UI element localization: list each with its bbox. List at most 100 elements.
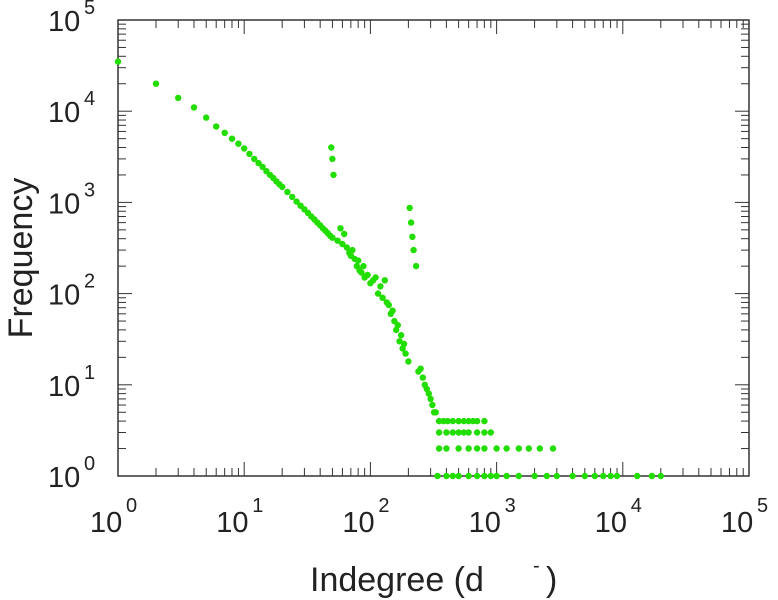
data-point: [435, 429, 443, 436]
data-point: [203, 114, 210, 121]
data-point: [246, 150, 253, 158]
data-point: [434, 472, 441, 480]
x-axis-label-sup: -: [533, 555, 540, 577]
data-point: [481, 429, 488, 436]
data-point: [360, 262, 367, 270]
data-point: [330, 171, 337, 179]
y-tick-exponent: 1: [84, 362, 95, 384]
data-point: [293, 198, 300, 205]
y-tick-exponent: 5: [84, 0, 95, 19]
data-point: [385, 301, 392, 309]
y-tick-label: 10: [48, 371, 80, 403]
x-axis-label-main: Indegree (d: [310, 561, 484, 599]
data-point: [435, 417, 443, 425]
data-point: [228, 135, 236, 142]
data-point: [417, 365, 424, 372]
y-tick-label: 10: [48, 188, 80, 220]
data-point: [481, 417, 488, 425]
data-point: [465, 429, 472, 436]
data-point: [487, 472, 494, 480]
data-point: [473, 472, 481, 480]
data-point: [241, 145, 248, 152]
data-point: [259, 163, 266, 171]
data-point: [465, 417, 472, 425]
data-point: [600, 472, 607, 480]
data-point: [525, 445, 532, 452]
x-tick-exponent: 5: [757, 495, 768, 517]
data-point: [455, 417, 462, 425]
data-point: [374, 290, 382, 297]
data-point: [429, 401, 436, 409]
y-tick-label: 10: [48, 280, 80, 312]
data-point: [503, 472, 510, 480]
data-point: [473, 445, 481, 452]
y-tick-exponent: 4: [84, 88, 95, 110]
data-point: [460, 429, 467, 436]
data-point: [425, 390, 432, 397]
y-tick-exponent: 2: [84, 271, 95, 293]
data-point: [543, 472, 550, 480]
data-point: [406, 204, 413, 212]
x-tick-label: 10: [90, 507, 122, 539]
data-point: [419, 374, 426, 381]
y-tick-exponent: 3: [84, 179, 95, 201]
y-tick-label: 10: [48, 6, 80, 38]
data-point: [412, 262, 420, 270]
data-point: [443, 429, 450, 436]
data-point: [279, 183, 286, 191]
data-point: [443, 472, 450, 480]
x-tick-exponent: 1: [252, 495, 263, 517]
x-tick-label: 10: [342, 507, 374, 539]
data-point: [449, 417, 456, 425]
x-axis-label: Indegree (d - ): [310, 555, 557, 599]
data-point: [175, 94, 182, 102]
data-point: [221, 129, 228, 136]
data-point: [515, 472, 522, 480]
data-point: [284, 188, 291, 196]
data-point: [432, 409, 439, 416]
data-point: [435, 445, 443, 452]
data-point: [377, 283, 384, 290]
data-point: [407, 219, 415, 226]
data-point: [152, 80, 160, 87]
data-point: [329, 234, 336, 241]
data-point: [355, 257, 362, 264]
data-point: [536, 445, 543, 452]
data-point: [607, 472, 614, 480]
data-point: [648, 472, 656, 480]
data-point: [255, 159, 262, 167]
data-points: [114, 58, 664, 480]
data-point: [443, 445, 450, 452]
x-tick-label: 10: [216, 507, 248, 539]
data-point: [473, 417, 481, 425]
data-point: [235, 140, 242, 147]
data-point: [213, 123, 220, 130]
data-point: [455, 472, 462, 480]
data-point: [381, 277, 388, 284]
data-point: [591, 472, 598, 480]
data-point: [449, 472, 456, 480]
data-point: [329, 155, 336, 163]
x-tick-exponent: 2: [378, 495, 389, 517]
data-point: [460, 417, 467, 425]
data-point: [328, 144, 335, 151]
data-point: [251, 155, 258, 163]
data-point: [334, 237, 341, 244]
data-point: [634, 472, 641, 480]
data-point: [190, 104, 198, 111]
x-tick-label: 10: [595, 507, 627, 539]
data-point: [358, 269, 365, 276]
data-point: [444, 417, 451, 425]
data-point: [553, 472, 560, 480]
data-point: [569, 472, 576, 480]
data-point: [515, 445, 522, 452]
data-point: [349, 246, 356, 254]
data-point: [410, 246, 417, 254]
data-point: [473, 429, 481, 436]
data-point: [427, 395, 434, 403]
data-point: [503, 445, 510, 452]
minor-ticks: [117, 20, 749, 477]
data-point: [339, 240, 346, 248]
